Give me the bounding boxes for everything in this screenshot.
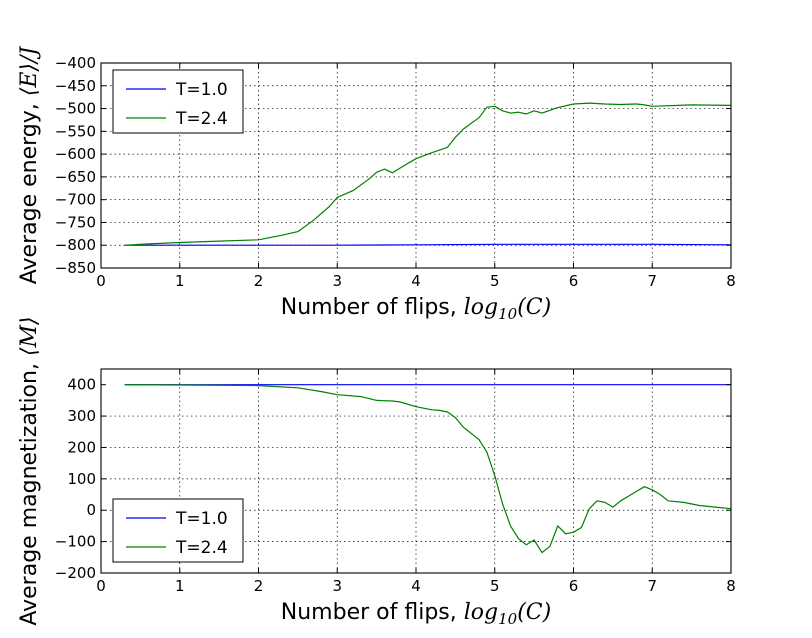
energy-legend: T=1.0 T=2.4 bbox=[112, 69, 244, 134]
energy-series-t-2-4 bbox=[124, 102, 732, 246]
magnetization-legend-label: T=1.0 bbox=[175, 509, 228, 529]
energy-ticks: 0 1 2 3 4 5 6 7 8 −850 −800 −750 −700 −650 −600 −550 −50… bbox=[55, 54, 736, 290]
magnetization-x-tick-label: 4 bbox=[411, 577, 421, 595]
energy-x-tick-label: 8 bbox=[726, 272, 736, 290]
magnetization-y-tick-label: 400 bbox=[67, 376, 96, 394]
magnetization-x-tick-label: 6 bbox=[569, 577, 579, 595]
magnetization-y-axis-label-math: ⟨M⟩ bbox=[17, 316, 42, 356]
energy-x-axis-label-text: Number of flips, bbox=[281, 295, 464, 320]
energy-series-lines bbox=[124, 102, 732, 246]
magnetization-y-axis-label: Average magnetization, ⟨M⟩ bbox=[17, 316, 42, 625]
energy-x-axis-label-math: log bbox=[464, 295, 498, 320]
energy-y-tick-label: −400 bbox=[55, 54, 96, 72]
energy-x-axis-label: Number of flips, log10(C) bbox=[281, 295, 551, 323]
magnetization-y-tick-label: 200 bbox=[67, 438, 96, 456]
magnetization-legend: T=1.0 T=2.4 bbox=[112, 498, 244, 563]
magnetization-y-tick-label: 0 bbox=[86, 501, 96, 519]
magnetization-y-axis-label-text: Average magnetization, bbox=[17, 356, 42, 626]
magnetization-y-tick-label: 300 bbox=[67, 407, 96, 425]
energy-y-tick-label: −550 bbox=[55, 122, 96, 140]
energy-legend-label: T=2.4 bbox=[175, 109, 228, 129]
energy-y-tick-label: −750 bbox=[55, 213, 96, 231]
magnetization-series-lines bbox=[124, 384, 732, 554]
energy-y-tick-label: −700 bbox=[55, 191, 96, 209]
energy-y-axis-label: Average energy, ⟨E⟩/J bbox=[17, 46, 42, 285]
energy-legend-box bbox=[112, 69, 244, 134]
magnetization-y-tick-label: 100 bbox=[67, 470, 96, 488]
energy-x-tick-label: 0 bbox=[96, 272, 106, 290]
energy-y-tick-label: −850 bbox=[55, 259, 96, 277]
energy-y-axis-label-text: Average energy, bbox=[17, 96, 42, 284]
magnetization-legend-box bbox=[112, 498, 244, 563]
magnetization-x-axis-label-math: log bbox=[464, 600, 498, 625]
energy-series-t-1-0 bbox=[124, 243, 732, 246]
energy-y-tick-label: −650 bbox=[55, 168, 96, 186]
energy-x-tick-label: 6 bbox=[569, 272, 579, 290]
energy-x-tick-label: 3 bbox=[332, 272, 342, 290]
magnetization-ticks: 0 1 2 3 4 5 6 7 8 −200 −100 0 100 200 300 400 bbox=[55, 369, 736, 595]
energy-y-tick-label: −450 bbox=[55, 77, 96, 95]
energy-x-tick-label: 5 bbox=[490, 272, 500, 290]
magnetization-x-tick-label: 2 bbox=[254, 577, 264, 595]
magnetization-x-tick-label: 1 bbox=[175, 577, 185, 595]
energy-legend-label: T=1.0 bbox=[175, 80, 228, 100]
magnetization-x-axis-label: Number of flips, log10(C) bbox=[281, 600, 551, 628]
magnetization-x-tick-label: 0 bbox=[96, 577, 106, 595]
energy-y-tick-label: −800 bbox=[55, 236, 96, 254]
magnetization-x-axis-label-text: Number of flips, bbox=[281, 600, 464, 625]
energy-x-tick-label: 2 bbox=[254, 272, 264, 290]
magnetization-panel: 0 1 2 3 4 5 6 7 8 −200 −100 0 100 200 300 400 T=1.0 T=2.… bbox=[17, 316, 736, 628]
energy-x-tick-label: 7 bbox=[647, 272, 657, 290]
magnetization-y-tick-label: −200 bbox=[55, 564, 96, 582]
energy-x-axis-label-sub: 10 bbox=[498, 305, 518, 323]
magnetization-x-tick-label: 3 bbox=[332, 577, 342, 595]
energy-y-tick-label: −600 bbox=[55, 145, 96, 163]
magnetization-x-tick-label: 7 bbox=[647, 577, 657, 595]
energy-x-tick-label: 4 bbox=[411, 272, 421, 290]
magnetization-y-tick-label: −100 bbox=[55, 533, 96, 551]
magnetization-x-axis-label-sub: 10 bbox=[498, 610, 518, 628]
energy-x-tick-label: 1 bbox=[175, 272, 185, 290]
magnetization-x-axis-label-tail: (C) bbox=[517, 600, 551, 625]
energy-panel: 0 1 2 3 4 5 6 7 8 −850 −800 −750 −700 −650 −600 −550 −50… bbox=[17, 46, 736, 323]
magnetization-x-tick-label: 5 bbox=[490, 577, 500, 595]
energy-y-tick-label: −500 bbox=[55, 100, 96, 118]
magnetization-legend-label: T=2.4 bbox=[175, 538, 228, 558]
magnetization-series-t-2-4 bbox=[124, 384, 732, 554]
energy-x-axis-label-tail: (C) bbox=[517, 295, 551, 320]
energy-y-axis-label-math: ⟨E⟩/J bbox=[17, 46, 42, 97]
magnetization-x-tick-label: 8 bbox=[726, 577, 736, 595]
